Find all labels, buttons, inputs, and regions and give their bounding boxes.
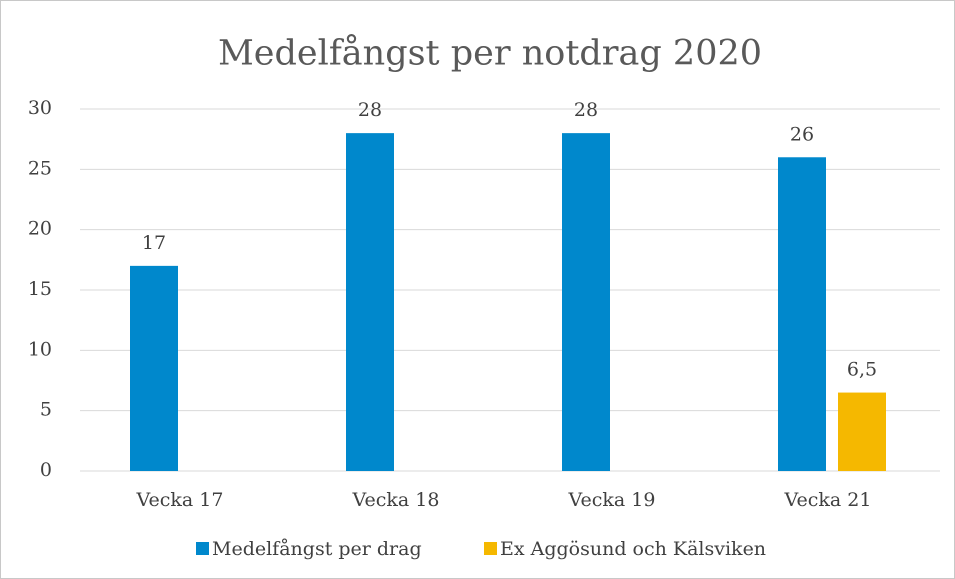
data-label: 6,5 [847, 359, 877, 381]
legend-swatch [484, 542, 497, 555]
y-tick-label: 5 [40, 399, 52, 421]
legend-swatch [196, 542, 209, 555]
x-tick-label: Vecka 18 [352, 489, 440, 511]
y-tick-label: 25 [28, 157, 52, 179]
x-tick-label: Vecka 19 [568, 489, 656, 511]
data-label: 28 [574, 99, 598, 121]
y-tick-label: 15 [28, 278, 52, 300]
bar [346, 133, 394, 471]
legend-label: Ex Aggösund och Kälsviken [500, 538, 766, 560]
bar [562, 133, 610, 471]
y-tick-label: 0 [40, 459, 52, 481]
bar [838, 392, 886, 471]
y-tick-label: 30 [28, 97, 52, 119]
data-label: 17 [142, 232, 166, 254]
data-label: 26 [790, 123, 814, 145]
legend-label: Medelfångst per drag [212, 538, 422, 560]
chart-title: Medelfångst per notdrag 2020 [218, 33, 762, 74]
y-tick-label: 10 [28, 338, 52, 360]
x-tick-label: Vecka 17 [136, 489, 224, 511]
bar [778, 157, 826, 471]
bar [130, 265, 178, 471]
y-tick-label: 20 [28, 218, 52, 240]
data-label: 28 [358, 99, 382, 121]
x-tick-label: Vecka 21 [784, 489, 872, 511]
